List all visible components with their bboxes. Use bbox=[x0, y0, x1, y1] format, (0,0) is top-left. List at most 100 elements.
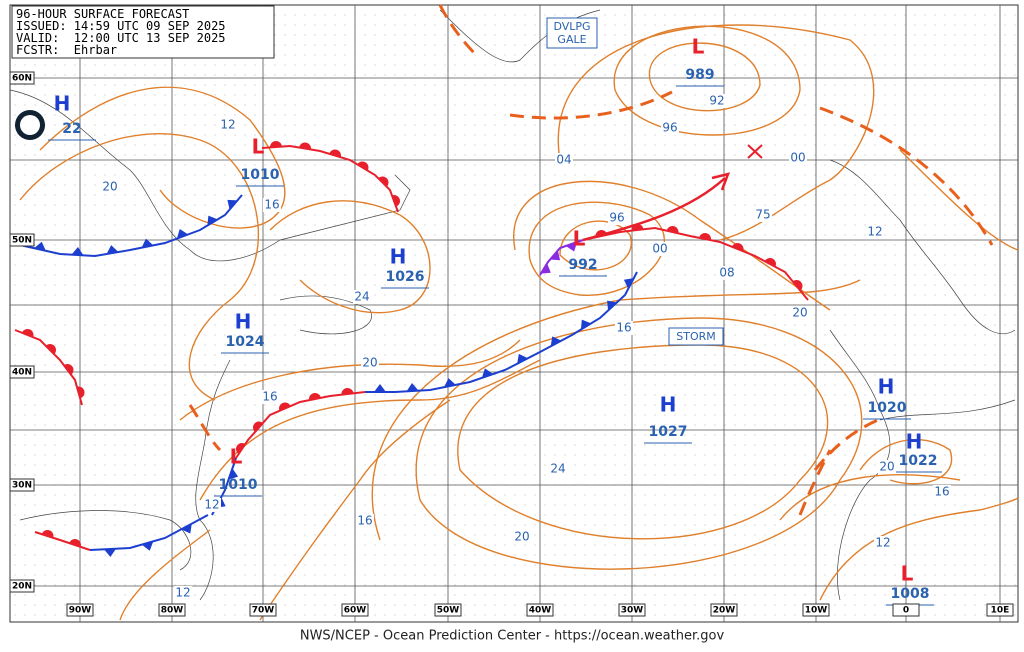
label-bg bbox=[555, 153, 573, 167]
front-barb bbox=[699, 233, 711, 241]
map-background bbox=[10, 5, 1018, 622]
isobar-label: 12 bbox=[867, 225, 882, 239]
storm-track bbox=[582, 177, 726, 242]
longitude-label: 90W bbox=[69, 606, 92, 616]
front-barb bbox=[764, 258, 776, 267]
map-frame bbox=[9, 4, 1019, 623]
front-barb bbox=[550, 336, 562, 347]
center-pressure: 1020 bbox=[868, 400, 907, 416]
lon-box bbox=[158, 603, 186, 617]
front-barb bbox=[792, 280, 803, 291]
latitude-labels: 60N 50N 40N 30N 20N bbox=[9, 71, 35, 593]
front-barb bbox=[406, 383, 419, 392]
longitude-label: 70W bbox=[252, 606, 275, 616]
center-symbol: H bbox=[660, 393, 677, 417]
longitude-label: 50W bbox=[437, 606, 460, 616]
lat-box bbox=[9, 478, 35, 492]
longitude-label: 10E bbox=[991, 606, 1010, 616]
header-line: VALID: 12:00 UTC 13 SEP 2025 bbox=[16, 31, 226, 45]
warm-front bbox=[261, 144, 399, 213]
front-barb bbox=[227, 199, 238, 210]
troughs bbox=[188, 4, 994, 516]
track-arrow bbox=[711, 172, 731, 191]
lat-box bbox=[9, 365, 35, 379]
front-barb bbox=[181, 523, 192, 534]
front-barb bbox=[236, 442, 246, 454]
center-symbol: H bbox=[54, 92, 71, 116]
longitude-labels: 90W 80W 70W 60W 50W 40W 30W 20W 10W 0 10E bbox=[66, 603, 1014, 617]
front-barb bbox=[176, 229, 189, 239]
lat-box bbox=[9, 71, 35, 85]
label-bg bbox=[174, 586, 192, 600]
center-symbol: H bbox=[235, 310, 252, 334]
front-barb bbox=[141, 541, 154, 551]
front-barb bbox=[374, 384, 386, 392]
front-barb bbox=[299, 142, 311, 150]
warning-text: DVLPG bbox=[553, 20, 590, 33]
longitude-label: 10W bbox=[805, 606, 828, 616]
isobar-label: 16 bbox=[934, 485, 949, 499]
center-pressure: 1010 bbox=[219, 477, 258, 493]
center-pressure: 22 bbox=[62, 121, 81, 137]
isobar-label: 24 bbox=[354, 290, 369, 304]
center-symbol: H bbox=[906, 430, 923, 454]
label-bg bbox=[353, 290, 371, 304]
center-symbol: L bbox=[230, 445, 243, 469]
front-barb bbox=[228, 468, 239, 480]
front-barb bbox=[45, 344, 57, 355]
center-pressure: 1024 bbox=[226, 334, 265, 350]
label-bg bbox=[261, 390, 279, 404]
front-barb bbox=[607, 300, 617, 311]
label-bg bbox=[101, 180, 119, 194]
isobar-label: 12 bbox=[220, 118, 235, 132]
center-pressure: 1027 bbox=[649, 424, 688, 440]
center-pressure: 1008 bbox=[891, 586, 930, 602]
warning-box bbox=[668, 327, 724, 346]
isobar-labels: 12 20 16 24 20 16 12 16 12 04 92 96 00 75 96 00 08 12 20 16… bbox=[101, 94, 951, 600]
isobar-label: 16 bbox=[357, 514, 372, 528]
label-bg bbox=[933, 485, 951, 499]
label-bg bbox=[608, 211, 626, 225]
isobar-label: 24 bbox=[550, 462, 565, 476]
front-barb bbox=[69, 539, 81, 547]
forecast-position bbox=[747, 144, 763, 159]
front-barb bbox=[565, 242, 578, 252]
front-barb bbox=[253, 421, 263, 433]
front-barb bbox=[41, 529, 54, 538]
lon-box bbox=[434, 603, 462, 617]
front-barb bbox=[444, 378, 456, 388]
label-bg bbox=[513, 530, 531, 544]
front-barb bbox=[666, 226, 679, 234]
front-barb bbox=[279, 402, 291, 411]
warning-text: STORM bbox=[676, 330, 716, 343]
isobar-label: 96 bbox=[609, 211, 624, 225]
front-barb bbox=[378, 176, 389, 187]
front-barb bbox=[731, 243, 744, 252]
latitude-label: 20N bbox=[12, 582, 32, 592]
longitude-label: 0 bbox=[903, 606, 909, 616]
isobar-label: 12 bbox=[204, 498, 219, 512]
front-barb bbox=[141, 238, 154, 248]
center-pressure: 1010 bbox=[241, 167, 280, 183]
front-barb bbox=[341, 388, 354, 395]
label-bg bbox=[615, 321, 633, 335]
footer: NWS/NCEP - Ocean Prediction Center - htt… bbox=[300, 629, 725, 644]
isobar-label: 16 bbox=[262, 390, 277, 404]
center-symbol: L bbox=[252, 135, 265, 159]
latitude-label: 30N bbox=[12, 481, 32, 491]
center-symbol: L bbox=[692, 35, 705, 59]
isobar-label: 20 bbox=[102, 180, 117, 194]
label-bg bbox=[866, 225, 884, 239]
lon-box bbox=[710, 603, 738, 617]
pressure-centers: H22L1010H1026H1024L989L992H1027L1010H102… bbox=[48, 35, 942, 606]
front-barb bbox=[76, 386, 85, 399]
longitude-label: 20W bbox=[713, 606, 736, 616]
latitude-label: 50N bbox=[12, 236, 32, 246]
lon-box bbox=[892, 603, 920, 617]
isobar-label: 16 bbox=[264, 198, 279, 212]
front-barb bbox=[481, 368, 494, 378]
label-bg bbox=[263, 198, 281, 212]
lon-box bbox=[341, 603, 369, 617]
label-bg bbox=[754, 208, 772, 222]
